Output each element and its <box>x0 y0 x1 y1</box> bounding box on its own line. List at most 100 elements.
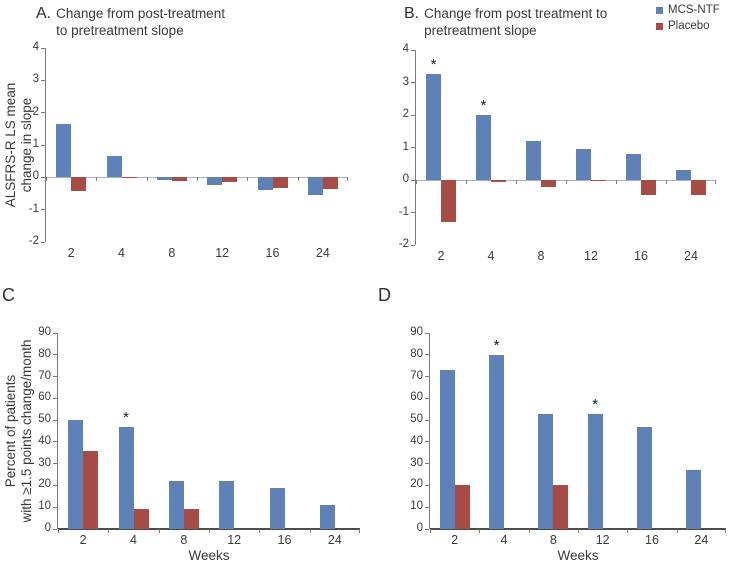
x-tick-C-5 <box>309 529 311 533</box>
x-tick-D-6 <box>725 529 726 533</box>
panel-b-plot: 4 3 2 1 0 -1 -2 2 * 4 * 8 12 16 24 <box>399 43 716 263</box>
bar-B-placebo-week-8 <box>541 180 556 188</box>
bar-C-mcs-ntf-week-2 <box>68 420 84 529</box>
y-axis-line-D <box>429 333 430 529</box>
y-tick-label-D-40: 40 <box>410 434 423 447</box>
y-tick-C-60 <box>53 397 57 399</box>
bar-A-placebo-week-4 <box>121 177 137 179</box>
x-tick-label-B-12: 12 <box>584 249 598 263</box>
x-tick-C-4 <box>259 529 261 533</box>
panel-b-title: B. Change from post treatment to pretrea… <box>404 5 607 39</box>
bar-A-mcs-ntf-week-16 <box>257 177 273 190</box>
y-tick-A--2 <box>41 241 45 243</box>
y-tick-label-D-30: 30 <box>410 456 423 469</box>
legend-item-mcs-ntf: MCS-NTF <box>656 4 720 16</box>
y-tick-D-20 <box>425 484 429 486</box>
x-tick-C-2 <box>158 529 160 533</box>
y-tick-label-C-60: 60 <box>38 391 51 404</box>
y-tick-label-A--2: -2 <box>28 235 39 247</box>
legend-label-mcs-ntf: MCS-NTF <box>668 4 720 16</box>
y-tick-A-4 <box>41 47 45 49</box>
x-tick-A-2 <box>146 177 148 182</box>
x-tick-label-B-8: 8 <box>537 249 545 263</box>
bar-D-mcs-ntf-week-4 <box>489 354 504 529</box>
panel-a-title: A. Change from post-treatment to pretrea… <box>36 5 225 39</box>
y-tick-label-B-4: 4 <box>402 43 409 55</box>
panel-a-letter: A. <box>36 5 52 22</box>
x-tick-label-D-4: 4 <box>500 533 508 547</box>
x-tick-A-0 <box>46 177 47 182</box>
y-tick-label-B--2: -2 <box>398 238 409 250</box>
x-tick-D-1 <box>479 529 481 533</box>
bar-C-placebo-week-4 <box>133 509 149 529</box>
x-tick-B-5 <box>666 180 667 184</box>
y-tick-D-90 <box>425 332 429 334</box>
x-tick-label-B-16: 16 <box>634 249 648 263</box>
panel-d-plot: 90 80 70 60 50 40 30 20 10 0 2 4 * 8 12 * 16 24 Weeks <box>410 326 726 563</box>
bar-D-mcs-ntf-week-24 <box>686 470 702 529</box>
x-tick-label-C-8: 8 <box>180 533 188 547</box>
y-tick-label-D-0: 0 <box>416 522 423 534</box>
panel-b-title-line2: pretreatment slope <box>424 23 537 38</box>
y-tick-label-C-30: 30 <box>38 456 51 469</box>
panel-b-title-line1: Change from post treatment to <box>424 6 608 21</box>
bar-A-placebo-week-16 <box>272 177 288 188</box>
x-tick-label-B-4: 4 <box>487 249 495 263</box>
panel-a-title-line1: Change from post-treatment <box>56 6 225 21</box>
bar-D-mcs-ntf-week-16 <box>637 426 652 529</box>
x-tick-label-C-4: 4 <box>130 533 137 547</box>
bar-B-placebo-week-24 <box>691 180 706 195</box>
significance-marker-D-week-4: * <box>493 336 500 354</box>
y-tick-D-10 <box>425 506 429 508</box>
y-tick-D-60 <box>425 397 429 399</box>
y-tick-B-4 <box>411 49 415 51</box>
x-tick-B-3 <box>566 180 567 184</box>
y-tick-label-A-2: 2 <box>32 105 39 118</box>
y-tick-label-B-2: 2 <box>402 108 409 120</box>
y-tick-label-D-70: 70 <box>410 369 423 382</box>
bar-D-mcs-ntf-week-8 <box>538 413 554 529</box>
bar-A-mcs-ntf-week-2 <box>56 123 72 178</box>
significance-marker-D-week-12: * <box>592 395 599 413</box>
bar-A-placebo-week-12 <box>222 177 238 183</box>
panel-c-letter: C <box>2 285 15 305</box>
panel-c-ylabel-line1: Percent of patients <box>3 374 18 488</box>
x-tick-label-D-2: 2 <box>451 533 459 547</box>
y-tick-C-30 <box>53 463 57 465</box>
x-tick-C-1 <box>108 529 110 533</box>
x-tick-D-2 <box>528 529 530 533</box>
y-tick-label-A-4: 4 <box>32 41 39 53</box>
x-tick-C-6 <box>359 529 360 533</box>
x-tick-label-B-2: 2 <box>437 249 445 263</box>
y-tick-label-C-50: 50 <box>38 413 51 426</box>
x-tick-label-D-16: 16 <box>645 533 659 547</box>
x-tick-label-C-24: 24 <box>327 533 342 547</box>
y-tick-label-C-90: 90 <box>38 326 51 338</box>
x-tick-A-6 <box>347 177 348 182</box>
y-tick-label-B--1: -1 <box>398 205 409 218</box>
panel-a-title-line2: to pretreatment slope <box>56 23 184 38</box>
bar-C-mcs-ntf-week-16 <box>269 487 285 529</box>
x-tick-label-C-2: 2 <box>79 533 87 547</box>
y-tick-C-90 <box>53 332 57 334</box>
x-tick-label-B-24: 24 <box>684 249 698 263</box>
x-tick-label-D-8: 8 <box>549 533 557 547</box>
bar-B-mcs-ntf-week-24 <box>676 170 691 180</box>
significance-marker-C-week-4: * <box>123 408 129 426</box>
legend-label-placebo: Placebo <box>668 20 710 32</box>
y-tick-D-50 <box>425 419 429 421</box>
x-tick-D-0 <box>430 529 431 533</box>
y-tick-label-A-1: 1 <box>32 138 39 150</box>
y-tick-label-C-40: 40 <box>38 434 51 447</box>
bar-C-mcs-ntf-week-12 <box>219 481 235 529</box>
y-tick-label-B-3: 3 <box>402 75 409 88</box>
y-tick-B--1 <box>411 212 415 213</box>
legend-swatch-placebo-icon <box>656 22 663 30</box>
x-tick-C-3 <box>209 529 210 533</box>
y-tick-label-D-10: 10 <box>410 500 423 513</box>
y-tick-B-1 <box>411 147 415 148</box>
y-tick-D-40 <box>425 441 429 443</box>
y-tick-C-20 <box>53 484 57 486</box>
x-tick-B-1 <box>466 180 467 184</box>
y-tick-C-50 <box>53 419 57 421</box>
